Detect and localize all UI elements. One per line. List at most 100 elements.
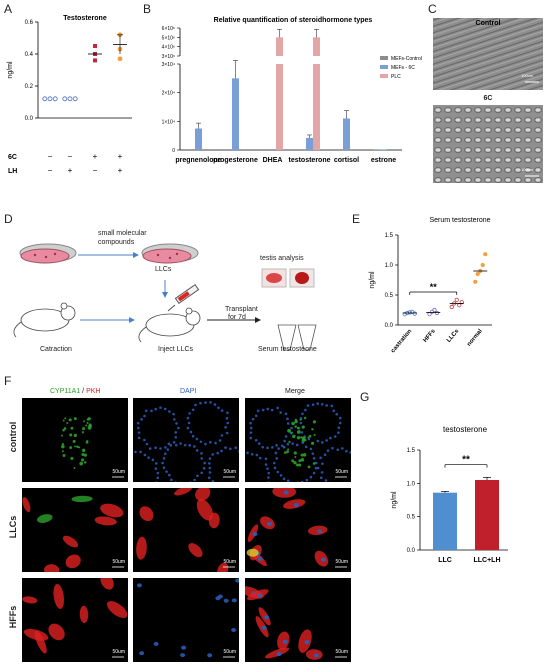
- row-label-6c: 6C: [8, 154, 17, 161]
- fluorescence-drawing: [22, 578, 128, 658]
- nucleus: [249, 421, 252, 425]
- cyp11a1-signal: [286, 450, 289, 454]
- nucleus: [150, 409, 153, 413]
- nucleus: [223, 598, 229, 603]
- nucleus: [151, 458, 155, 462]
- fluorescence-drawing: [136, 488, 235, 572]
- legend-swatch: [380, 74, 388, 78]
- pkh-signal: [22, 497, 31, 513]
- pkh-signal: [53, 583, 65, 609]
- nucleus: [226, 411, 229, 415]
- nucleus: [168, 473, 171, 477]
- nucleus: [249, 426, 253, 430]
- nucleus: [283, 439, 286, 443]
- pkh-signal: [174, 488, 193, 496]
- nucleus: [137, 431, 141, 434]
- pkh-signal: [48, 623, 65, 641]
- y-tick-label: 0: [172, 148, 175, 154]
- cyp11a1-signal: [293, 461, 297, 465]
- cyp11a1-signal: [69, 446, 73, 449]
- f-col-header-2: DAPI: [180, 388, 197, 395]
- mouse-icon: [13, 302, 76, 338]
- nucleus: [154, 446, 157, 450]
- data-point: [42, 96, 48, 102]
- nucleus: [286, 442, 290, 446]
- nucleus: [204, 401, 207, 404]
- row-value-lh: −: [93, 166, 98, 175]
- nucleus: [199, 440, 203, 444]
- fluorescence-drawing: [245, 586, 347, 660]
- nucleus: [238, 450, 239, 453]
- nucleus: [186, 426, 190, 430]
- nucleus: [225, 431, 229, 435]
- separator: /: [80, 388, 87, 395]
- f-row-label-control: control: [8, 421, 18, 453]
- cyp11a1-signal: [287, 428, 291, 433]
- cyp11a1-signal: [304, 439, 307, 442]
- nucleus: [147, 456, 150, 459]
- cyp11a1-signal: [64, 417, 67, 420]
- nucleus: [275, 444, 278, 447]
- nucleus: [207, 653, 213, 658]
- pkh-signal: [195, 488, 211, 501]
- y-tick-label: 1×10⁴: [162, 119, 175, 125]
- scale-bar-label: 50um: [335, 649, 348, 655]
- data-point: [432, 307, 437, 313]
- nucleus: [159, 406, 162, 409]
- syringe-icon: [167, 283, 200, 312]
- chart-title: Testosterone: [63, 15, 107, 22]
- nucleus: [145, 442, 149, 446]
- cyp11a1-signal: [86, 422, 89, 425]
- cyp11a1-signal: [307, 465, 311, 469]
- x-tick-label: LLCs: [446, 328, 461, 344]
- fluorescence-image: 50um: [245, 398, 351, 482]
- nucleus: [180, 653, 186, 658]
- overlap-signal: [246, 548, 259, 557]
- nucleus: [314, 461, 318, 465]
- tube-icon: [277, 324, 317, 351]
- nucleus: [276, 470, 280, 474]
- nucleus: [137, 426, 140, 430]
- cyp11a1-signal: [284, 451, 287, 454]
- nucleus: [338, 421, 342, 425]
- culture-dish-icon: [19, 243, 77, 264]
- nucleus: [282, 445, 286, 449]
- transplant-text: Transplant: [225, 306, 258, 313]
- nucleus: [321, 462, 324, 465]
- x-tick-label: pregnenolone: [175, 157, 221, 164]
- data-point: [449, 304, 454, 310]
- panel-label-g: G: [360, 390, 370, 404]
- nucleus: [264, 615, 270, 620]
- nucleus: [186, 416, 190, 420]
- nucleus: [337, 431, 340, 434]
- cyp11a1-signal: [295, 463, 300, 467]
- data-point: [483, 252, 488, 257]
- y-tick-label: 0.2: [25, 84, 34, 90]
- cyp11a1-signal: [63, 427, 67, 430]
- bar: [475, 480, 499, 550]
- nucleus: [267, 481, 270, 482]
- cyp11a1-signal: [300, 458, 305, 462]
- nucleus: [314, 466, 318, 470]
- data-point: [407, 310, 412, 315]
- nucleus: [323, 453, 327, 457]
- x-tick-label: cortisol: [334, 157, 359, 164]
- fluorescence-drawing: [134, 401, 239, 482]
- nucleus: [175, 422, 178, 425]
- nucleus: [139, 450, 142, 454]
- nucleus: [284, 412, 288, 416]
- nucleus: [349, 451, 351, 454]
- x-tick-label: castration: [390, 328, 413, 354]
- nucleus: [211, 480, 215, 482]
- nucleus: [304, 445, 308, 449]
- mouse-icon: [138, 307, 201, 343]
- nucleus: [251, 417, 255, 421]
- pkh-signal: [36, 514, 53, 523]
- x-tick-label: LLC+LH: [473, 557, 500, 564]
- nucleus: [174, 481, 177, 482]
- inject-text: Inject LLCs: [158, 346, 194, 353]
- pkh-signal: [65, 554, 81, 569]
- 6c-label: 6C: [483, 95, 493, 102]
- serum-text: Serum testosteone: [258, 346, 317, 353]
- row-value-6c: −: [68, 152, 73, 161]
